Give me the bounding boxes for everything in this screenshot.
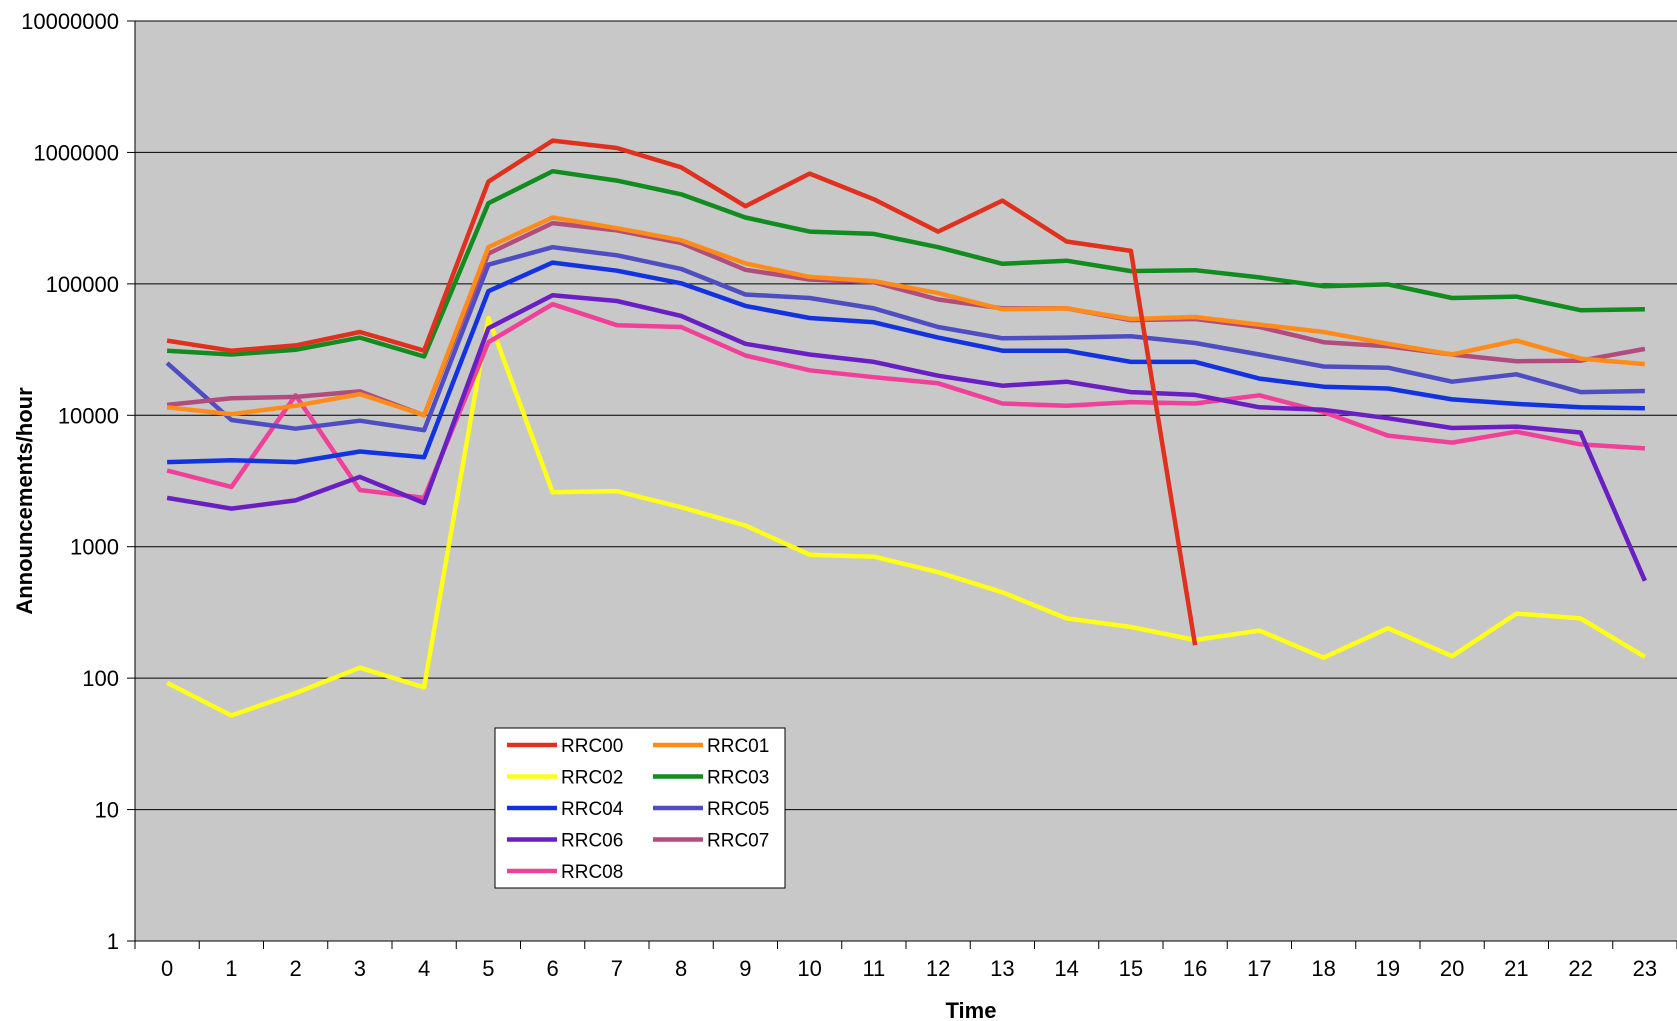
x-tick-label: 4 — [418, 956, 430, 981]
x-tick-label: 10 — [797, 956, 821, 981]
x-tick-label: 21 — [1504, 956, 1528, 981]
y-tick-label: 10 — [95, 798, 119, 823]
legend-label-rrc08: RRC08 — [561, 862, 623, 883]
y-axis-title: Announcements/hour — [12, 387, 37, 615]
x-tick-label: 11 — [862, 956, 885, 981]
x-tick-label: 3 — [354, 956, 366, 981]
x-tick-label: 18 — [1311, 956, 1335, 981]
x-tick-label: 23 — [1633, 956, 1657, 981]
y-tick-label: 1000000 — [33, 140, 119, 165]
x-tick-label: 5 — [482, 956, 494, 981]
series-line-rrc02 — [166, 315, 1647, 718]
legend-label-rrc07: RRC07 — [707, 831, 769, 852]
legend-label-rrc00: RRC00 — [561, 736, 623, 757]
x-tick-label: 15 — [1119, 956, 1143, 981]
y-tick-label: 1 — [107, 929, 119, 954]
series-line-rrc06 — [166, 292, 1647, 582]
y-tick-label: 100 — [82, 666, 119, 691]
x-tick-label: 22 — [1568, 956, 1592, 981]
y-tick-label: 10000000 — [21, 9, 119, 34]
series-line-rrc03 — [166, 168, 1645, 359]
y-tick-label: 10000 — [58, 403, 119, 428]
y-tick-label: 100000 — [46, 272, 119, 297]
legend-label-rrc06: RRC06 — [561, 831, 623, 852]
x-tick-label: 1 — [225, 956, 237, 981]
x-axis-title: Time — [946, 998, 997, 1021]
x-tick-label: 0 — [161, 956, 173, 981]
x-tick-label: 12 — [926, 956, 950, 981]
x-tick-label: 19 — [1376, 956, 1400, 981]
legend-label-rrc01: RRC01 — [707, 736, 769, 757]
x-tick-label: 2 — [290, 956, 302, 981]
legend-label-rrc04: RRC04 — [561, 799, 624, 820]
legend-label-rrc03: RRC03 — [707, 768, 769, 789]
series-line-rrc05 — [165, 244, 1645, 433]
x-tick-label: 13 — [990, 956, 1014, 981]
y-tick-label: 1000 — [70, 535, 119, 560]
x-tick-label: 17 — [1247, 956, 1271, 981]
x-tick-label: 20 — [1440, 956, 1464, 981]
x-tick-label: 7 — [611, 956, 623, 981]
legend-label-rrc02: RRC02 — [561, 768, 623, 789]
x-tick-label: 14 — [1054, 956, 1078, 981]
x-tick-label: 6 — [547, 956, 559, 981]
x-tick-label: 8 — [675, 956, 687, 981]
x-tick-label: 9 — [739, 956, 751, 981]
legend-label-rrc05: RRC05 — [707, 799, 769, 820]
series-line-rrc04 — [167, 260, 1645, 465]
x-tick-label: 16 — [1183, 956, 1207, 981]
series-line-rrc01 — [166, 215, 1646, 418]
series-line-rrc00 — [166, 138, 1198, 646]
plot-area — [135, 21, 1677, 941]
